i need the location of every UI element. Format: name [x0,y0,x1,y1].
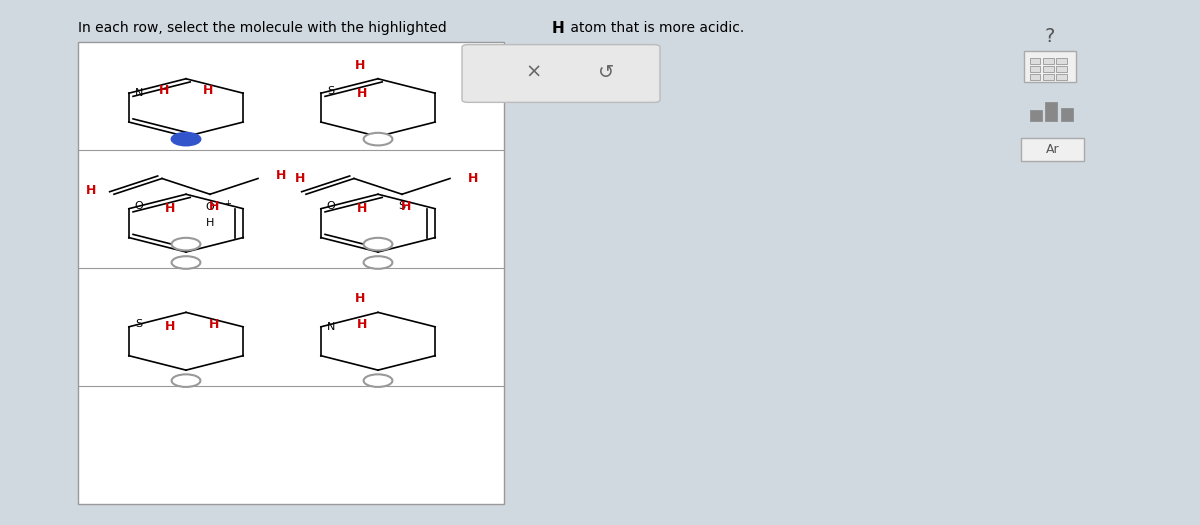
Text: H: H [295,172,305,185]
Text: S: S [398,201,406,211]
Text: H: H [356,318,367,331]
Text: ↺: ↺ [598,63,614,82]
Text: H: H [401,200,412,213]
Text: H: H [85,184,96,196]
Text: O: O [134,201,144,211]
Text: H: H [203,84,214,97]
FancyBboxPatch shape [1043,66,1054,72]
FancyBboxPatch shape [1056,66,1067,72]
Text: N: N [326,322,335,332]
Circle shape [172,133,200,145]
FancyBboxPatch shape [78,42,504,504]
Text: N: N [134,88,143,98]
Circle shape [364,133,392,145]
FancyBboxPatch shape [1045,102,1057,121]
FancyBboxPatch shape [1043,74,1054,80]
FancyBboxPatch shape [1056,58,1067,64]
Text: H: H [468,172,479,185]
Text: atom that is more acidic.: atom that is more acidic. [566,21,745,35]
FancyBboxPatch shape [1061,108,1073,121]
FancyBboxPatch shape [1030,110,1042,121]
FancyBboxPatch shape [1043,58,1054,64]
Text: S: S [134,319,142,329]
Circle shape [364,374,392,387]
Circle shape [172,374,200,387]
FancyBboxPatch shape [1030,74,1040,80]
Text: H: H [552,21,565,36]
Text: Ar: Ar [1045,143,1060,156]
Text: H: H [209,200,220,213]
Text: H: H [355,291,365,304]
FancyBboxPatch shape [1030,66,1040,72]
Text: H: H [355,59,365,72]
Text: H: H [209,318,220,331]
Text: H: H [276,170,287,182]
Text: S: S [326,86,334,96]
FancyBboxPatch shape [462,45,660,102]
Text: H: H [356,202,367,215]
Text: H: H [158,84,169,97]
Text: In each row, select the molecule with the highlighted: In each row, select the molecule with th… [78,21,451,35]
FancyBboxPatch shape [1030,58,1040,64]
FancyBboxPatch shape [1021,138,1084,161]
Text: O: O [326,201,336,211]
Circle shape [364,256,392,269]
FancyBboxPatch shape [1024,51,1076,82]
Text: +: + [224,200,232,208]
Circle shape [364,238,392,250]
Text: H: H [164,320,175,333]
FancyBboxPatch shape [1056,74,1067,80]
Circle shape [172,238,200,250]
Circle shape [172,256,200,269]
Text: H: H [356,87,367,100]
Text: H: H [206,218,214,228]
Text: ?: ? [1045,27,1055,46]
Text: H: H [164,202,175,215]
Text: O: O [205,202,215,212]
Text: ×: × [526,63,542,82]
